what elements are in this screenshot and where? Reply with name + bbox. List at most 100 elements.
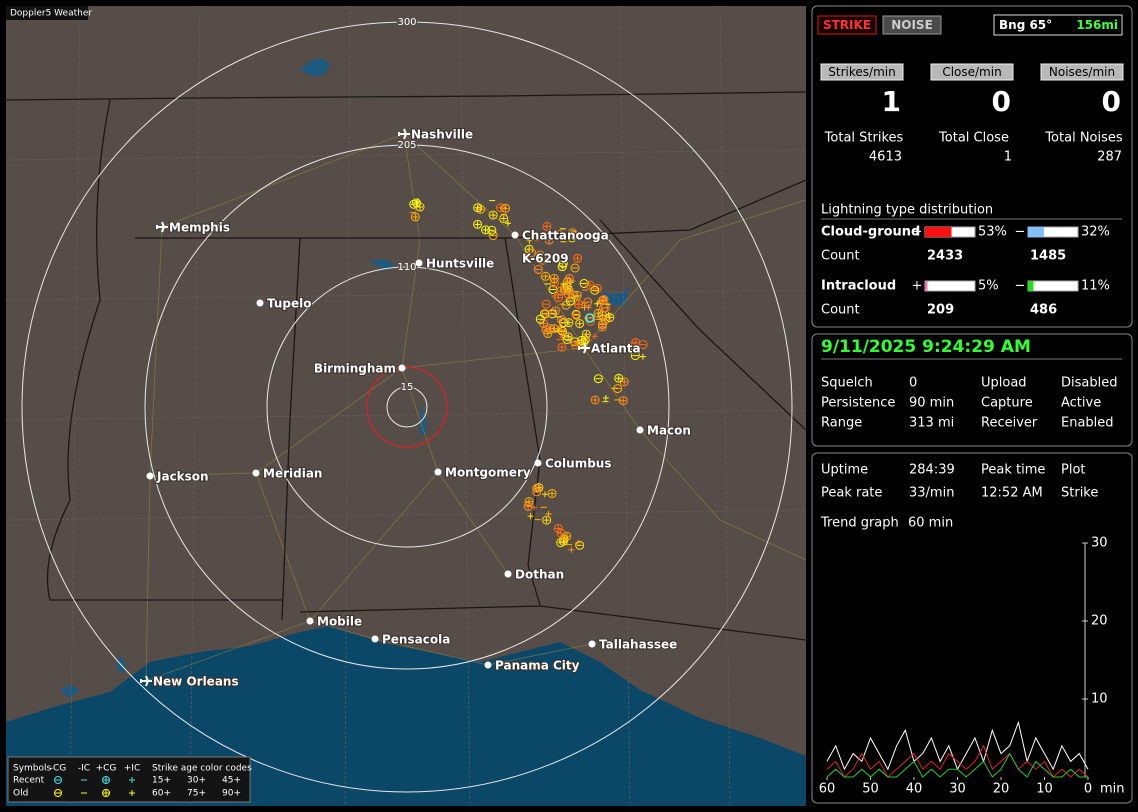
status-panel bbox=[811, 333, 1133, 447]
strike-ring bbox=[527, 248, 537, 258]
strike-sign bbox=[474, 204, 481, 211]
total-value: 4613 bbox=[869, 150, 902, 165]
range-rings: 300 205 110 15 bbox=[21, 16, 793, 793]
rate-value: 0 bbox=[1102, 85, 1121, 118]
strike-ring bbox=[585, 280, 595, 290]
x-tick-label: 0 bbox=[1084, 782, 1092, 797]
right-panel: Strikes/min 1 Total Strikes 4613 Close/min 0 T… bbox=[819, 63, 1125, 797]
strike-ring bbox=[638, 340, 648, 350]
strike-ring bbox=[592, 283, 602, 293]
status-cell: 90 min bbox=[909, 396, 954, 411]
legend-column: +CG bbox=[96, 764, 117, 774]
stats-cell: Peak time bbox=[981, 463, 1045, 478]
status-cell: 313 mi bbox=[909, 416, 954, 431]
city-dot bbox=[636, 426, 644, 434]
strike-ring bbox=[496, 203, 506, 213]
strike-sign bbox=[564, 278, 571, 285]
city-dot bbox=[504, 570, 512, 578]
legend-symbol bbox=[103, 790, 109, 796]
city-label: Huntsville bbox=[426, 257, 494, 271]
city-label: Montgomery bbox=[445, 466, 531, 480]
strike-button[interactable] bbox=[817, 15, 877, 35]
strike-button-label[interactable]: STRIKE bbox=[823, 18, 871, 32]
city-label: Birmingham bbox=[314, 362, 396, 376]
strike-sign bbox=[500, 215, 507, 222]
strike-ring bbox=[593, 374, 603, 384]
bearing: Bng 65° bbox=[999, 18, 1052, 32]
strike-sign bbox=[527, 513, 534, 520]
city-dot bbox=[534, 459, 542, 467]
percent-label: 5% bbox=[978, 279, 999, 294]
strike-sign bbox=[546, 237, 553, 244]
strike-ring bbox=[532, 487, 542, 497]
strike-sign bbox=[543, 223, 550, 230]
city-dot bbox=[306, 617, 314, 625]
city-dot bbox=[252, 469, 260, 477]
strike-ring bbox=[558, 536, 568, 546]
city-dot bbox=[484, 661, 492, 669]
count-label: Count bbox=[821, 303, 860, 318]
strike-sign bbox=[565, 291, 572, 298]
datetime: 9/11/2025 9:24:29 AM bbox=[821, 337, 1031, 357]
status-cell: Range bbox=[821, 416, 862, 431]
legend-row-label: Recent bbox=[13, 776, 45, 786]
y-tick-label: 10 bbox=[1091, 692, 1108, 707]
strike-sign bbox=[591, 333, 598, 340]
city-label: Memphis bbox=[169, 221, 230, 235]
legend-age-title: Strike age color codes bbox=[152, 764, 252, 774]
strike-sign bbox=[565, 319, 572, 326]
strike-ring bbox=[556, 528, 566, 538]
x-tick-label: 60 bbox=[819, 782, 836, 797]
ring-label: 205 bbox=[397, 140, 416, 151]
legend: Symbols-CG -IC +CG +IC Strike age color code… bbox=[13, 764, 252, 799]
strike-sign bbox=[615, 375, 622, 382]
strike-ring bbox=[572, 290, 582, 300]
sign: + bbox=[912, 225, 923, 240]
type-name: Cloud-ground bbox=[821, 225, 920, 240]
strike-ring bbox=[558, 258, 568, 268]
strike-ring bbox=[538, 255, 548, 265]
noise-button[interactable] bbox=[882, 15, 942, 35]
strike-ring bbox=[409, 199, 419, 209]
percent-track bbox=[1027, 280, 1079, 292]
rate-button bbox=[1040, 63, 1124, 81]
strike-sign bbox=[602, 394, 609, 401]
strike-ring bbox=[542, 221, 552, 231]
city-label: Panama City bbox=[495, 659, 580, 673]
strike-ring bbox=[523, 501, 533, 511]
count: 486 bbox=[1030, 303, 1057, 318]
strike-ring bbox=[473, 219, 483, 229]
count: 1485 bbox=[1030, 249, 1066, 264]
strike-sign bbox=[526, 498, 533, 505]
recent-strike bbox=[585, 313, 595, 323]
city-label: Jackson bbox=[156, 470, 209, 484]
ring-label: 15 bbox=[401, 382, 414, 393]
strike-sign bbox=[563, 533, 570, 540]
strike-sign bbox=[574, 292, 581, 299]
percent-bar bbox=[1028, 227, 1044, 237]
strike-sign bbox=[628, 343, 635, 350]
stats-cell: 12:52 AM bbox=[981, 486, 1043, 501]
percent-label: 11% bbox=[1081, 279, 1110, 294]
noise-button-label[interactable]: NOISE bbox=[891, 18, 933, 32]
stats-panel bbox=[811, 452, 1133, 804]
status-cell: Receiver bbox=[981, 416, 1038, 431]
strike-ring bbox=[630, 351, 640, 361]
strike-ring bbox=[575, 540, 585, 550]
x-tick-label: 50 bbox=[862, 782, 879, 797]
legend-age: 15+ bbox=[152, 776, 171, 786]
rate-button bbox=[930, 63, 1014, 81]
strike-ring bbox=[499, 214, 509, 224]
stats-cell: 284:39 bbox=[909, 463, 955, 478]
strike-ring bbox=[549, 324, 559, 334]
status-cell: Active bbox=[1061, 396, 1101, 411]
strike-sign bbox=[543, 517, 550, 524]
stats-cell: Strike bbox=[1061, 486, 1098, 501]
strike-ring bbox=[579, 278, 589, 288]
strike-ring bbox=[557, 342, 567, 352]
strike-ring bbox=[557, 326, 567, 336]
range-ring bbox=[266, 266, 548, 548]
strike-sign bbox=[558, 344, 565, 351]
strike-sign bbox=[541, 491, 548, 498]
legend-label: Symbols bbox=[13, 764, 52, 774]
